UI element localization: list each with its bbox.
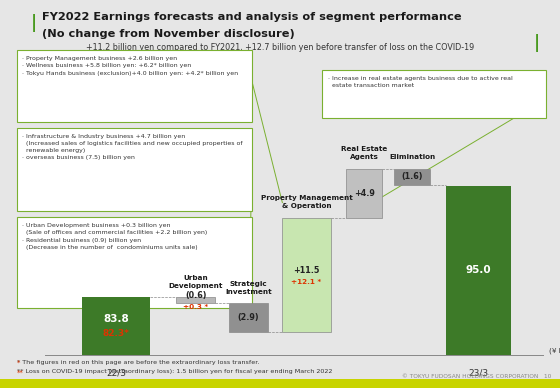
Text: 23/3: 23/3 (469, 369, 489, 378)
Bar (282, 218, 330, 332)
Text: (1.6): (1.6) (402, 172, 423, 181)
Text: Forecast: Forecast (460, 380, 498, 388)
Text: © TOKYU FUDOSAN HOLDINGS CORPORATION   10: © TOKYU FUDOSAN HOLDINGS CORPORATION 10 (402, 374, 552, 379)
Text: 82.3*: 82.3* (103, 329, 129, 338)
Bar (346, 169, 382, 218)
Bar (394, 169, 431, 185)
Text: 83.8: 83.8 (104, 314, 129, 324)
FancyBboxPatch shape (17, 50, 252, 122)
FancyBboxPatch shape (322, 70, 546, 118)
FancyBboxPatch shape (17, 217, 252, 308)
Text: (No change from November disclosure): (No change from November disclosure) (42, 29, 295, 39)
Text: Urban
Development: Urban Development (169, 275, 223, 289)
Text: Property Management
& Operation: Property Management & Operation (260, 195, 352, 209)
Bar (82, 297, 150, 355)
Text: FY2022 Earnings forecasts and analysis of segment performance: FY2022 Earnings forecasts and analysis o… (42, 12, 461, 23)
Bar (176, 297, 215, 303)
Text: · Urban Development business +0.3 billion yen
  (Sale of offices and commercial : · Urban Development business +0.3 billio… (22, 223, 208, 250)
Text: |: | (31, 14, 37, 31)
Text: *: * (17, 360, 20, 366)
Text: 22/3: 22/3 (106, 369, 126, 378)
Text: +12.1 *: +12.1 * (291, 279, 321, 285)
Text: · Infrastructure & Industry business +4.7 billion yen
  (Increased sales of logi: · Infrastructure & Industry business +4.… (22, 134, 243, 161)
Text: · Property Management business +2.6 billion yen
· Wellness business +5.8 billion: · Property Management business +2.6 bill… (22, 56, 239, 76)
Text: * The figures in red on this page are before the extraordinary loss transfer.: * The figures in red on this page are be… (17, 360, 259, 365)
Text: +11.2 billion yen compared to FY2021, +12.7 billion yen before transfer of loss : +11.2 billion yen compared to FY2021, +1… (86, 43, 474, 52)
FancyBboxPatch shape (17, 128, 252, 211)
Text: Elimination: Elimination (389, 154, 436, 160)
Text: **: ** (17, 369, 24, 375)
Text: |: | (534, 34, 540, 52)
Text: +0.3 *: +0.3 * (183, 304, 208, 310)
Text: 95.0: 95.0 (466, 265, 492, 275)
Text: (0.6): (0.6) (185, 291, 207, 300)
Bar (0, 379, 560, 388)
Text: (¥ billion): (¥ billion) (549, 348, 560, 354)
Text: Strategic
Investment: Strategic Investment (225, 281, 272, 294)
Bar (446, 185, 511, 355)
Text: (2.9): (2.9) (238, 313, 259, 322)
Bar (230, 303, 268, 332)
Text: +11.5: +11.5 (293, 266, 320, 275)
Text: +4.9: +4.9 (354, 189, 375, 197)
Text: · Increase in real estate agents business due to active real
  estate transactio: · Increase in real estate agents busines… (328, 76, 512, 88)
Text: Real Estate
Agents: Real Estate Agents (341, 146, 388, 160)
Text: ** Loss on COVID-19 impact (extraordinary loss): 1.5 billion yen for fiscal year: ** Loss on COVID-19 impact (extraordinar… (17, 369, 332, 374)
